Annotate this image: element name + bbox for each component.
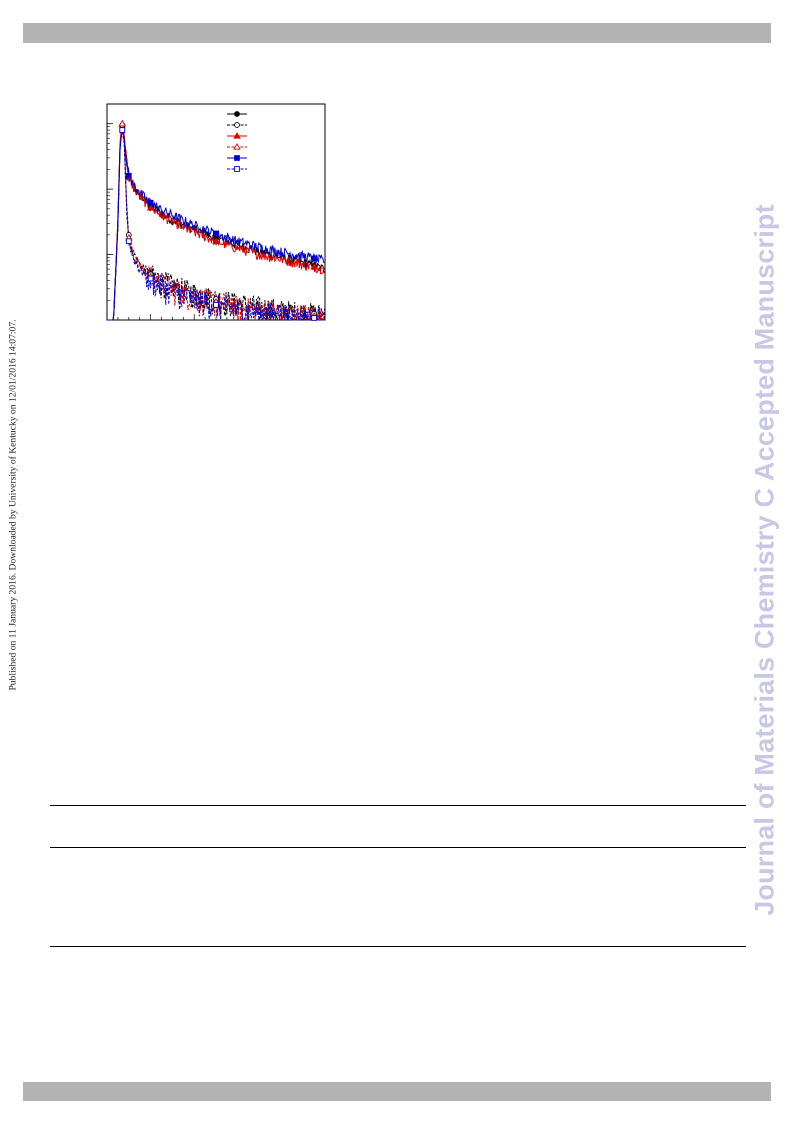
legend-entry-1 <box>227 111 247 117</box>
data-point-marker <box>234 111 240 117</box>
series-markers <box>118 119 318 321</box>
data-point-marker <box>213 230 219 237</box>
legend-entry-5 <box>227 155 247 161</box>
legend-entry-3 <box>227 132 247 139</box>
data-point-marker <box>234 122 240 128</box>
data-point-marker <box>233 143 241 150</box>
data-point-marker <box>147 199 154 206</box>
data-point-marker <box>311 315 317 321</box>
data-point-marker <box>233 132 241 139</box>
data-point-marker <box>147 275 154 282</box>
table-header-rule <box>50 847 746 848</box>
legend-entry-4 <box>227 143 247 150</box>
legend-entry-2 <box>227 122 247 128</box>
data-point-marker <box>125 238 132 245</box>
footer-band <box>23 1082 771 1101</box>
data-point-marker <box>311 255 317 262</box>
data-point-marker <box>310 262 318 270</box>
data-point-marker <box>146 203 155 211</box>
data-point-marker <box>118 119 127 127</box>
data-point-marker <box>119 127 126 133</box>
data-point-marker <box>234 166 240 172</box>
table-top-rule <box>50 805 746 806</box>
header-band <box>23 23 771 43</box>
decay-curve-chart <box>106 103 326 322</box>
data-point-marker <box>213 302 219 308</box>
legend-entry-6 <box>227 166 247 172</box>
table-bottom-rule <box>50 946 746 948</box>
publication-note-text: Published on 11 January 2016. Downloaded… <box>7 319 19 691</box>
data-point-marker <box>125 172 132 179</box>
watermark-text: Journal of Materials Chemistry C Accepte… <box>749 204 780 916</box>
data-point-marker <box>234 155 240 161</box>
plot-frame <box>106 103 326 321</box>
data-point-marker <box>212 237 220 244</box>
legend <box>227 111 247 172</box>
